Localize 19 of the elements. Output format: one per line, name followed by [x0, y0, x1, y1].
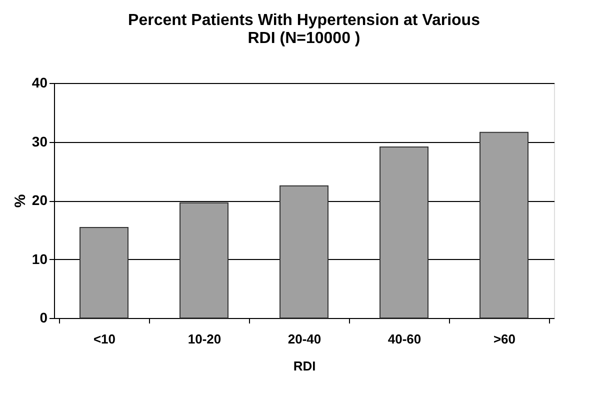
bar — [280, 185, 328, 318]
x-axis-title: RDI — [293, 358, 316, 374]
x-tick-label: 40-60 — [388, 332, 422, 346]
bar — [80, 227, 128, 318]
y-tick-label: 30 — [32, 133, 48, 150]
y-tick-label: 20 — [32, 192, 48, 208]
bar — [380, 146, 428, 318]
y-tick-label: 0 — [40, 310, 48, 326]
bar — [480, 132, 528, 318]
text: Percent Patients With Hypertension at Various — [128, 12, 480, 29]
text: RDI (N=10000 ) — [248, 30, 360, 47]
y-axis-title: % — [12, 194, 29, 208]
bar — [180, 202, 228, 318]
x-tick-label: <10 — [93, 332, 116, 346]
x-tick-label: >60 — [493, 332, 516, 346]
x-tick-label: 10-20 — [188, 332, 222, 346]
y-tick-label: 10 — [32, 250, 48, 267]
x-tick-label: 20-40 — [288, 332, 322, 346]
y-tick-label: 40 — [32, 74, 48, 90]
